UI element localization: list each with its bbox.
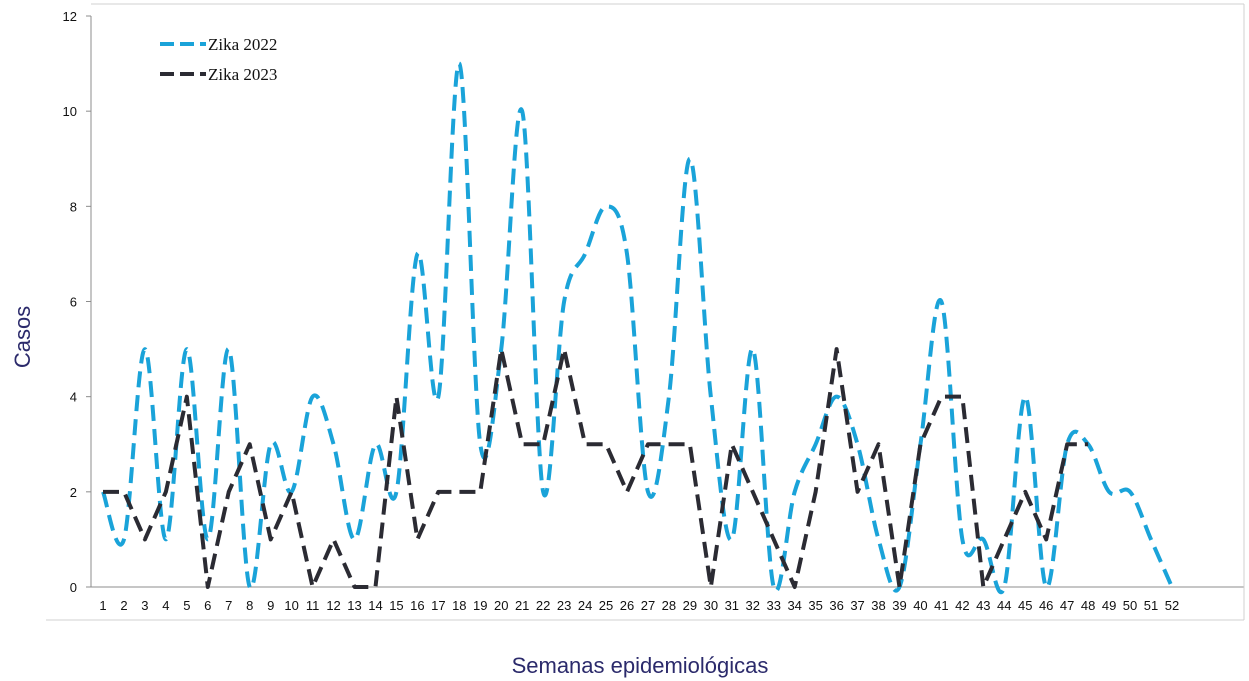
y-axis-title: Casos [10, 306, 35, 368]
legend: Zika 2022 Zika 2023 [160, 35, 277, 84]
plot-frame [46, 3, 1245, 621]
x-tick-label: 20 [494, 598, 508, 613]
x-tick-label: 21 [515, 598, 529, 613]
x-tick-label: 2 [120, 598, 127, 613]
x-tick-label: 46 [1039, 598, 1053, 613]
x-tick-label: 8 [246, 598, 253, 613]
x-tick-label: 35 [808, 598, 822, 613]
x-tick-label: 18 [452, 598, 466, 613]
x-tick-label: 15 [389, 598, 403, 613]
x-tick-label: 9 [267, 598, 274, 613]
x-tick-label: 30 [704, 598, 718, 613]
x-tick-label: 17 [431, 598, 445, 613]
x-tick-label: 26 [620, 598, 634, 613]
x-axis-title: Semanas epidemiológicas [512, 653, 769, 678]
x-tick-label: 14 [368, 598, 382, 613]
x-tick-label: 5 [183, 598, 190, 613]
legend-label: Zika 2023 [208, 65, 277, 84]
x-tick-label: 4 [162, 598, 169, 613]
x-tick-label: 49 [1102, 598, 1116, 613]
x-tick-label: 38 [871, 598, 885, 613]
y-tick-label: 10 [63, 104, 77, 119]
x-tick-label: 45 [1018, 598, 1032, 613]
x-tick-label: 16 [410, 598, 424, 613]
series-line-zika-2023 [103, 347, 1089, 589]
x-tick-label: 19 [473, 598, 487, 613]
x-tick-label: 12 [326, 598, 340, 613]
series-line-zika-2022 [101, 61, 1174, 594]
y-tick-label: 6 [70, 295, 77, 310]
series-layer [101, 61, 1174, 594]
x-tick-label: 32 [746, 598, 760, 613]
x-tick-label: 10 [284, 598, 298, 613]
x-tick-label: 34 [787, 598, 801, 613]
x-tick-label: 47 [1060, 598, 1074, 613]
x-tick-label: 52 [1165, 598, 1179, 613]
x-tick-label: 1 [99, 598, 106, 613]
x-tick-label: 22 [536, 598, 550, 613]
x-tick-label: 48 [1081, 598, 1095, 613]
x-tick-label: 41 [934, 598, 948, 613]
x-tick-label: 40 [913, 598, 927, 613]
x-tick-label: 13 [347, 598, 361, 613]
y-tick-label: 4 [70, 390, 77, 405]
x-tick-label: 25 [599, 598, 613, 613]
x-tick-label: 11 [306, 598, 320, 613]
x-tick-label: 51 [1144, 598, 1158, 613]
x-tick-label: 37 [850, 598, 864, 613]
x-tick-label: 7 [225, 598, 232, 613]
x-tick-label: 23 [557, 598, 571, 613]
x-tick-label: 44 [997, 598, 1011, 613]
y-tick-label: 8 [70, 199, 77, 214]
x-tick-label: 39 [892, 598, 906, 613]
x-tick-label: 50 [1123, 598, 1137, 613]
x-tick-label: 29 [683, 598, 697, 613]
x-tick-label: 6 [204, 598, 211, 613]
y-tick-label: 2 [70, 485, 77, 500]
x-tick-label: 43 [976, 598, 990, 613]
y-tick-label: 12 [63, 9, 77, 24]
x-tick-labels: 1 2 3 4 5 6 7 8 9 10 11 12 13 14 15 16 17 18 19 20 21 22 23 24 2… [99, 598, 1179, 613]
x-tick-label: 24 [578, 598, 592, 613]
y-tick-labels: 0 2 4 6 8 10 12 [63, 9, 91, 595]
x-tick-label: 42 [955, 598, 969, 613]
x-tick-label: 3 [141, 598, 148, 613]
x-tick-label: 36 [829, 598, 843, 613]
x-tick-label: 27 [641, 598, 655, 613]
y-tick-label: 0 [70, 580, 77, 595]
legend-label: Zika 2022 [208, 35, 277, 54]
x-tick-label: 28 [662, 598, 676, 613]
x-tick-label: 33 [766, 598, 780, 613]
x-tick-label: 31 [725, 598, 739, 613]
